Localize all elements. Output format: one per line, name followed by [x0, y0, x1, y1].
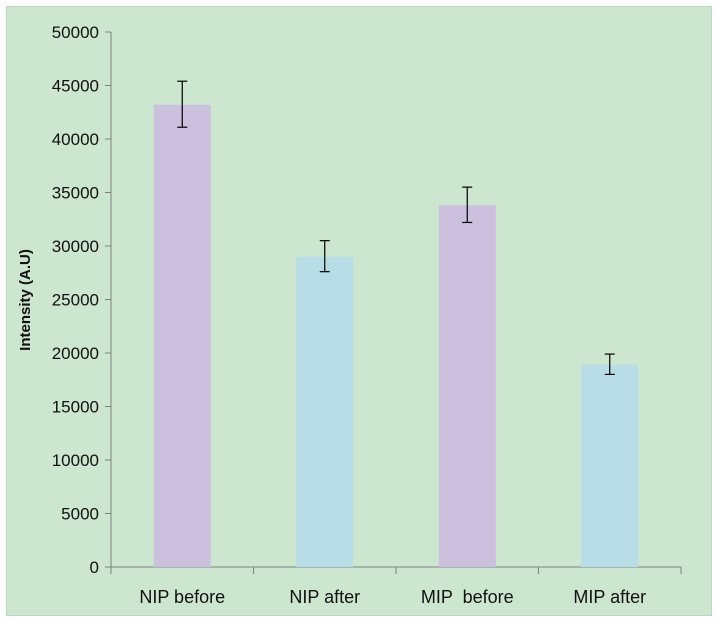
y-tick-label: 0 [90, 558, 99, 577]
y-tick-label: 10000 [52, 451, 99, 470]
y-tick-label: 45000 [52, 77, 99, 96]
bar [296, 256, 354, 567]
x-category-label: MIP after [573, 587, 646, 607]
y-tick-label: 15000 [52, 398, 99, 417]
y-tick-label: 5000 [61, 505, 99, 524]
y-tick-label: 35000 [52, 184, 99, 203]
bars [153, 104, 639, 567]
x-category-label: NIP before [139, 587, 225, 607]
y-tick-label: 20000 [52, 344, 99, 363]
y-axis: 0 5000 10000 15000 20000 25000 30000 35000 40000… [52, 23, 112, 577]
x-category-label: MIP before [421, 587, 514, 607]
y-tick-label: 25000 [52, 291, 99, 310]
y-tick-label: 40000 [52, 130, 99, 149]
y-axis-title: Intensity (A.U) [17, 249, 34, 351]
x-category-label: NIP after [289, 587, 360, 607]
x-axis: NIP before NIP after MIP before MIP after [110, 566, 682, 607]
bar [438, 205, 496, 567]
y-tick-label: 50000 [52, 23, 99, 42]
error-bars [177, 80, 615, 375]
bar [581, 364, 639, 567]
bar [153, 104, 211, 567]
y-tick-label: 30000 [52, 237, 99, 256]
